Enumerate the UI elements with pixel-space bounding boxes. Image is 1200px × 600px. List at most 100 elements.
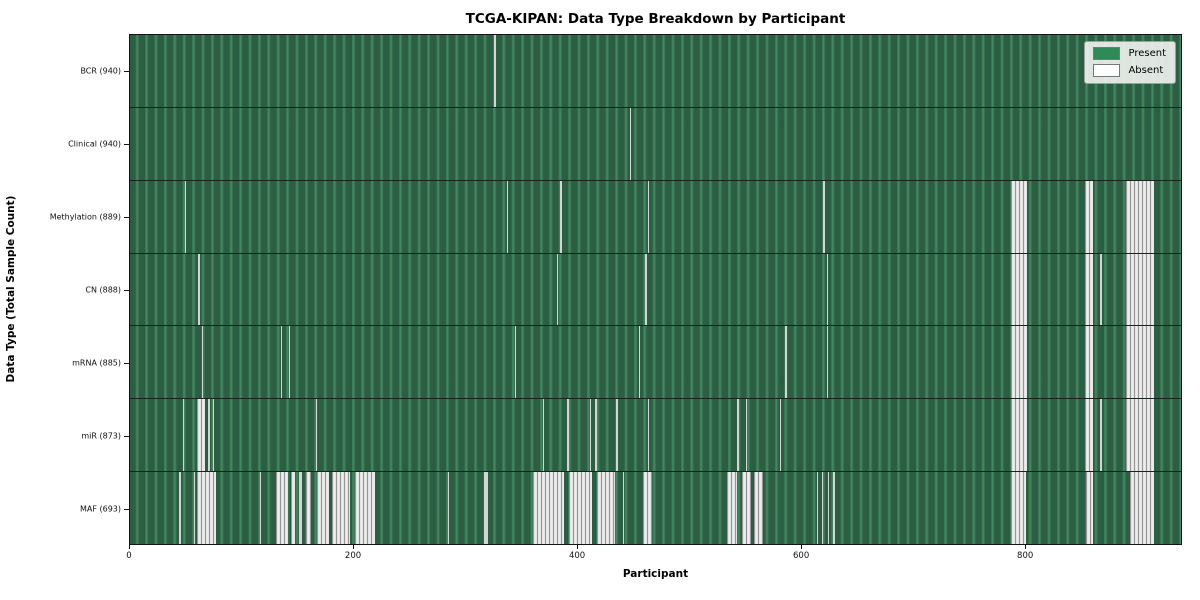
x-tick-label-400: 400 — [568, 551, 586, 561]
legend-present-swatch — [1093, 47, 1121, 60]
x-tick-label-800: 800 — [1017, 551, 1034, 561]
absent-segment — [1084, 180, 1093, 253]
absent-segment — [276, 472, 288, 545]
y-tick-mark — [124, 435, 129, 437]
heatmap-row-methylation — [130, 179, 1181, 253]
absent-segment — [542, 399, 544, 472]
absent-segment — [193, 472, 196, 545]
absent-segment — [354, 472, 375, 545]
absent-segment — [557, 253, 559, 326]
absent-segment — [259, 472, 262, 545]
absent-segment — [315, 399, 317, 472]
x-tick-mark — [129, 545, 130, 549]
absent-segment — [741, 472, 751, 545]
absent-segment — [1126, 399, 1155, 472]
absent-segment — [316, 472, 330, 545]
absent-segment — [826, 253, 828, 326]
absent-segment — [447, 472, 449, 545]
absent-segment — [1011, 180, 1027, 253]
y-axis-title: Data Type (Total Sample Count) — [5, 195, 17, 383]
y-tick-mark — [124, 143, 129, 145]
absent-segment — [629, 107, 632, 180]
absent-segment — [560, 180, 562, 253]
legend-absent-label: Absent — [1128, 65, 1164, 76]
y-tick-label-clinical: Clinical (940) — [68, 139, 121, 148]
absent-segment — [305, 472, 312, 545]
absent-segment — [727, 472, 738, 545]
absent-segment — [288, 326, 291, 399]
y-tick-mark — [124, 70, 129, 72]
heatmap-row-mrna — [130, 325, 1181, 399]
absent-segment — [616, 399, 618, 472]
x-tick-label-600: 600 — [793, 551, 810, 561]
heatmap-row-clinical — [130, 106, 1181, 180]
absent-segment — [816, 472, 818, 545]
absent-segment — [1084, 326, 1093, 399]
x-axis-title: Participant — [622, 568, 689, 580]
absent-segment — [746, 399, 748, 472]
absent-segment — [827, 472, 830, 545]
absent-segment — [623, 472, 625, 545]
chart-title: TCGA-KIPAN: Data Type Breakdown by Parti… — [465, 11, 846, 27]
y-tick-mark — [124, 362, 129, 364]
x-tick-label-0: 0 — [126, 551, 132, 561]
legend-present-label: Present — [1128, 48, 1166, 59]
absent-segment — [201, 326, 203, 399]
absent-segment — [291, 472, 296, 545]
x-tick-mark — [801, 545, 803, 549]
absent-segment — [647, 180, 650, 253]
absent-segment — [785, 326, 787, 399]
absent-segment — [184, 180, 187, 253]
absent-segment — [1011, 253, 1027, 326]
x-tick-mark — [1025, 545, 1027, 549]
absent-segment — [1084, 253, 1093, 326]
absent-segment — [567, 399, 569, 472]
heatmap-row-maf — [130, 471, 1181, 545]
heatmap-row-bcr — [130, 35, 1181, 107]
absent-segment — [1011, 326, 1027, 399]
absent-segment — [753, 472, 763, 545]
absent-segment — [647, 399, 650, 472]
absent-segment — [506, 180, 509, 253]
x-tick-mark — [353, 545, 355, 549]
absent-segment — [597, 472, 616, 545]
absent-segment — [1011, 472, 1026, 545]
absent-segment — [484, 472, 488, 545]
absent-segment — [197, 472, 217, 545]
absent-segment — [1100, 399, 1102, 472]
y-tick-label-bcr: BCR (940) — [80, 66, 121, 75]
absent-segment — [638, 326, 641, 399]
absent-segment — [1126, 180, 1155, 253]
absent-segment — [332, 472, 351, 545]
absent-segment — [643, 472, 653, 545]
y-tick-mark — [124, 216, 129, 218]
absent-segment — [1011, 399, 1027, 472]
absent-segment — [280, 326, 283, 399]
absent-segment — [179, 472, 181, 545]
heatmap-row-cn — [130, 252, 1181, 326]
x-tick-mark — [577, 545, 579, 549]
absent-segment — [208, 399, 210, 472]
legend-item-absent: Absent — [1093, 64, 1166, 77]
absent-segment — [1126, 253, 1155, 326]
absent-segment — [532, 472, 564, 545]
absent-segment — [569, 472, 592, 545]
absent-segment — [822, 472, 824, 545]
absent-segment — [1084, 399, 1093, 472]
absent-segment — [589, 399, 591, 472]
legend: Present Absent — [1084, 41, 1176, 84]
heatmap-row-mir — [130, 398, 1181, 472]
absent-segment — [645, 253, 647, 326]
absent-segment — [826, 326, 828, 399]
y-tick-label-cn: CN (888) — [85, 285, 121, 294]
absent-segment — [1129, 472, 1155, 545]
y-tick-mark — [124, 508, 129, 510]
y-tick-label-methylation: Methylation (889) — [49, 212, 121, 221]
absent-segment — [212, 399, 215, 472]
absent-segment — [298, 472, 303, 545]
absent-segment — [595, 399, 597, 472]
y-tick-mark — [124, 289, 129, 291]
absent-segment — [1126, 326, 1155, 399]
absent-segment — [737, 399, 739, 472]
